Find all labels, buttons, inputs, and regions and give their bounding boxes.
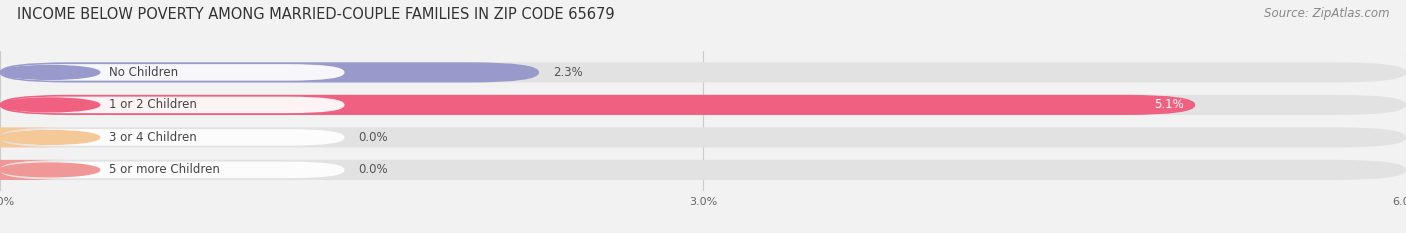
Text: INCOME BELOW POVERTY AMONG MARRIED-COUPLE FAMILIES IN ZIP CODE 65679: INCOME BELOW POVERTY AMONG MARRIED-COUPL… — [17, 7, 614, 22]
Circle shape — [0, 65, 100, 79]
Text: 2.3%: 2.3% — [553, 66, 582, 79]
Text: 0.0%: 0.0% — [359, 163, 388, 176]
Circle shape — [0, 130, 100, 144]
FancyBboxPatch shape — [4, 162, 344, 178]
Circle shape — [0, 98, 100, 112]
FancyBboxPatch shape — [0, 127, 70, 147]
FancyBboxPatch shape — [0, 160, 70, 180]
Text: Source: ZipAtlas.com: Source: ZipAtlas.com — [1264, 7, 1389, 20]
FancyBboxPatch shape — [4, 97, 344, 113]
Text: 5 or more Children: 5 or more Children — [110, 163, 219, 176]
Text: 3 or 4 Children: 3 or 4 Children — [110, 131, 197, 144]
FancyBboxPatch shape — [0, 95, 1195, 115]
FancyBboxPatch shape — [4, 64, 344, 81]
FancyBboxPatch shape — [4, 129, 344, 146]
FancyBboxPatch shape — [0, 160, 1406, 180]
FancyBboxPatch shape — [0, 62, 538, 82]
Text: 1 or 2 Children: 1 or 2 Children — [110, 98, 197, 111]
Text: 0.0%: 0.0% — [359, 131, 388, 144]
FancyBboxPatch shape — [0, 95, 1406, 115]
FancyBboxPatch shape — [0, 127, 1406, 147]
Text: No Children: No Children — [110, 66, 179, 79]
FancyBboxPatch shape — [0, 62, 1406, 82]
Text: 5.1%: 5.1% — [1154, 98, 1184, 111]
Circle shape — [0, 163, 100, 177]
